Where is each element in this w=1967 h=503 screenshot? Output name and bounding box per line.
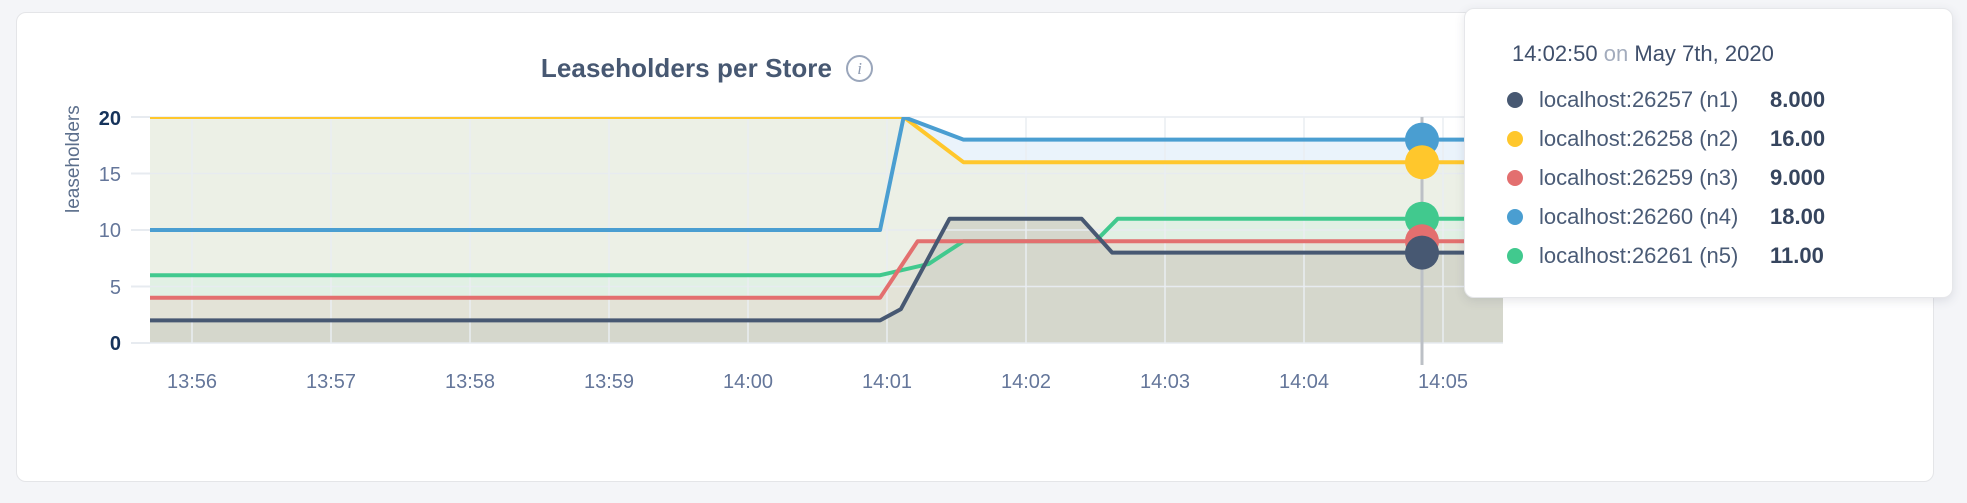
tooltip-row: localhost:26260 (n4) 18.00 [1507,204,1825,230]
series-lines [150,117,1503,323]
series-label: localhost:26259 (n3) [1539,165,1739,190]
y-tick-10: 10 [99,220,121,242]
series-value: 16.00 [1770,126,1826,151]
y-tick-5: 5 [110,277,121,299]
series-color-dot [1507,170,1523,186]
y-tick-20: 20 [99,108,121,130]
tooltip-time: 14:02:50 [1512,41,1598,66]
x-tick-9: 14:05 [1418,371,1468,393]
series-label: localhost:26257 (n1) [1539,87,1739,112]
series-label: localhost:26261 (n5) [1539,243,1739,268]
hover-dot-n1 [1405,235,1439,270]
series-color-dot [1507,131,1523,147]
series-label: localhost:26258 (n2) [1539,126,1739,151]
x-tick-8: 14:04 [1279,371,1329,393]
x-tick-1: 13:57 [306,371,356,393]
tooltip-on-word: on [1603,41,1629,66]
series-label: localhost:26260 (n4) [1539,204,1739,229]
tooltip-row: localhost:26261 (n5) 11.00 [1507,243,1824,269]
page-title: Leaseholders per Store [540,53,833,83]
line-chart: 20 15 10 5 0 13:56 13:57 13:58 13:59 14:… [99,108,1503,393]
x-tick-4: 14:00 [723,371,773,393]
series-value: 8.000 [1770,87,1826,112]
tooltip-row: localhost:26257 (n1) 8.000 [1507,87,1825,113]
x-tick-5: 14:01 [862,371,912,393]
hover-marker-dots [1405,122,1439,270]
tooltip-row: localhost:26259 (n3) 9.000 [1507,165,1825,191]
x-tick-2: 13:58 [445,371,495,393]
hover-tooltip: 14:02:50 on May 7th, 2020 localhost:2625… [1464,8,1953,298]
y-tick-15: 15 [99,164,121,186]
series-color-dot [1507,92,1523,108]
x-tick-0: 13:56 [167,371,217,393]
x-tick-3: 13:59 [584,371,634,393]
series-color-dot [1507,248,1523,264]
tooltip-timestamp: 14:02:50 on May 7th, 2020 [1512,41,1774,67]
tooltip-row: localhost:26258 (n2) 16.00 [1507,126,1825,152]
series-value: 11.00 [1770,243,1824,268]
x-tick-6: 14:02 [1001,371,1051,393]
chart-header: Leaseholders per Store i [17,53,1397,84]
x-tick-7: 14:03 [1140,371,1190,393]
hover-dot-n2 [1405,145,1439,180]
tooltip-date: May 7th, 2020 [1634,41,1774,66]
series-value: 9.000 [1770,165,1826,190]
series-value: 18.00 [1770,204,1826,229]
y-tick-marks [131,116,150,344]
series-color-dot [1507,209,1523,225]
y-tick-0: 0 [110,333,121,355]
info-circle-icon[interactable]: i [846,55,874,82]
